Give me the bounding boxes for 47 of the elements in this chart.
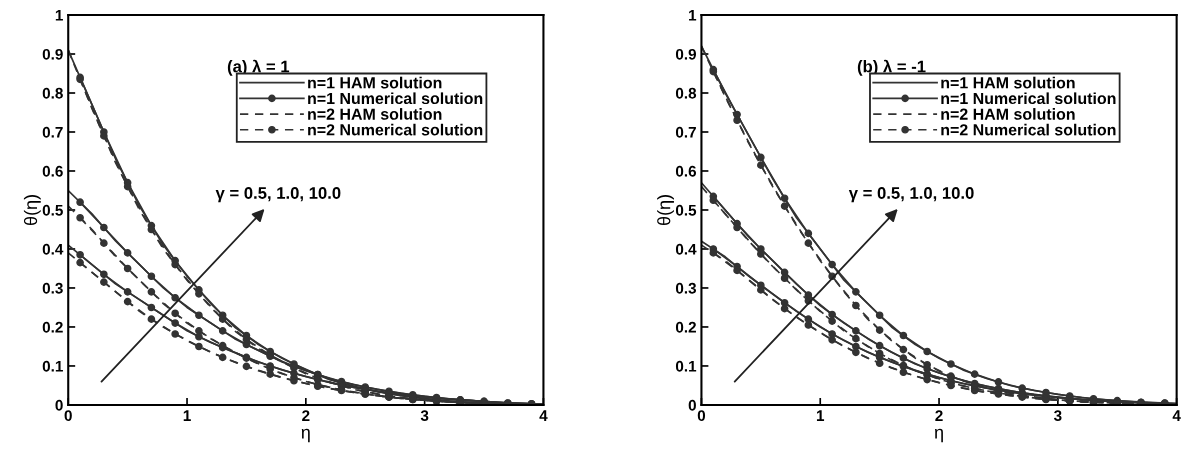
y-tick-label: 1: [689, 10, 697, 21]
x-tick-label: 4: [539, 410, 548, 421]
annotation: γ = 0.5, 1.0, 10.0: [215, 187, 341, 203]
y-tick-label: 0.6: [675, 165, 697, 177]
x-tick-label: 3: [420, 410, 429, 422]
y-tick-label: 0.8: [675, 87, 697, 99]
y-tick-label: 1: [55, 10, 63, 21]
y-tick-label: 0: [55, 399, 63, 411]
x-tick-label: 0: [64, 410, 72, 422]
y-tick-label: 0.8: [42, 87, 63, 99]
y-tick-label: 0.7: [42, 126, 63, 138]
x-axis-title: η: [301, 428, 310, 443]
legend-label: n=2 HAM solution: [308, 108, 442, 120]
legend-label: n=1 HAM solution: [941, 76, 1075, 89]
x-tick-label: 1: [816, 410, 825, 421]
x-tick-label: 1: [183, 410, 191, 421]
y-tick-label: 0.1: [675, 360, 697, 372]
y-tick-label: 0.2: [675, 321, 696, 333]
y-tick-label: 0.5: [42, 204, 63, 216]
x-tick-label: 4: [1172, 410, 1181, 421]
y-tick-label: 0.3: [675, 282, 697, 294]
y-tick-label: 0.7: [675, 126, 696, 138]
y-tick-label: 0: [688, 399, 696, 411]
text: (a) λ = 1: [227, 59, 290, 76]
y-tick-label: 0.4: [675, 243, 697, 255]
x-tick-label: 0: [697, 410, 706, 422]
y-tick-label: 0.1: [42, 360, 63, 372]
y-tick-label: 0.6: [42, 165, 63, 177]
x-tick-label: 3: [1053, 410, 1062, 422]
legend-label: n=1 Numerical solution: [308, 92, 483, 105]
y-axis-title: θ(η): [657, 195, 674, 226]
legend-label: n=2 HAM solution: [941, 108, 1075, 120]
y-tick-label: 0.3: [42, 282, 63, 294]
y-tick-label: 0.9: [42, 48, 63, 60]
y-tick-label: 0.2: [42, 321, 63, 333]
x-axis-title: η: [934, 428, 943, 443]
y-tick-label: 0.5: [675, 204, 697, 216]
x-tick-label: 2: [935, 410, 943, 421]
y-tick-label: 0.4: [42, 243, 64, 255]
annotation: γ = 0.5, 1.0, 10.0: [848, 187, 974, 203]
legend-label: n=1 HAM solution: [308, 76, 442, 89]
legend-label: n=2 Numerical solution: [941, 123, 1116, 136]
legend-label: n=1 Numerical solution: [941, 92, 1116, 105]
legend-label: n=2 Numerical solution: [308, 123, 483, 136]
y-axis-title: θ(η): [23, 195, 41, 226]
y-tick-label: 0.9: [675, 48, 697, 60]
x-tick-label: 2: [302, 410, 310, 421]
